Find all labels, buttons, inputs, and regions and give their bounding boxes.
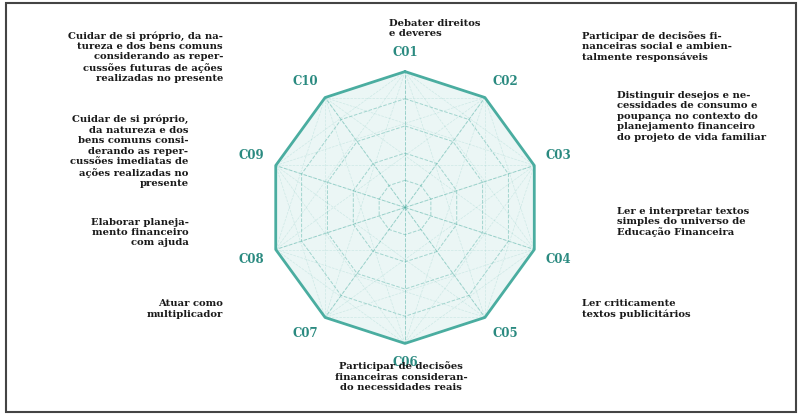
Text: C03: C03: [546, 149, 572, 162]
Text: Atuar como
multiplicador: Atuar como multiplicador: [147, 300, 223, 319]
Text: Debater direitos
e deveres: Debater direitos e deveres: [389, 19, 480, 38]
Text: C02: C02: [492, 75, 518, 88]
Text: C06: C06: [392, 356, 418, 369]
Text: C09: C09: [238, 149, 264, 162]
Text: C10: C10: [292, 75, 318, 88]
Text: C07: C07: [292, 327, 318, 340]
Text: Cuidar de si próprio, da na-
tureza e dos bens comuns
considerando as reper-
cus: Cuidar de si próprio, da na- tureza e do…: [68, 31, 223, 83]
Text: C05: C05: [492, 327, 518, 340]
Polygon shape: [276, 71, 534, 344]
Text: C04: C04: [546, 253, 572, 266]
Text: Cuidar de si próprio,
da natureza e dos
bens comuns consi-
derando as reper-
cus: Cuidar de si próprio, da natureza e dos …: [70, 115, 188, 188]
Text: C08: C08: [238, 253, 264, 266]
Text: Ler criticamente
textos publicitários: Ler criticamente textos publicitários: [582, 299, 691, 319]
Text: C01: C01: [392, 46, 418, 59]
Text: Elaborar planeja-
mento financeiro
com ajuda: Elaborar planeja- mento financeiro com a…: [91, 217, 188, 247]
Text: Participar de decisões
financeiras consideran-
do necessidades reais: Participar de decisões financeiras consi…: [334, 361, 468, 392]
Text: Participar de decisões fi-
nanceiras social e ambien-
talmente responsáveis: Participar de decisões fi- nanceiras soc…: [582, 31, 732, 62]
Text: Ler e interpretar textos
simples do universo de
Educação Financeira: Ler e interpretar textos simples do univ…: [617, 207, 749, 237]
Text: Distinguir desejos e ne-
cessidades de consumo e
poupança no contexto do
planeja: Distinguir desejos e ne- cessidades de c…: [617, 91, 766, 142]
